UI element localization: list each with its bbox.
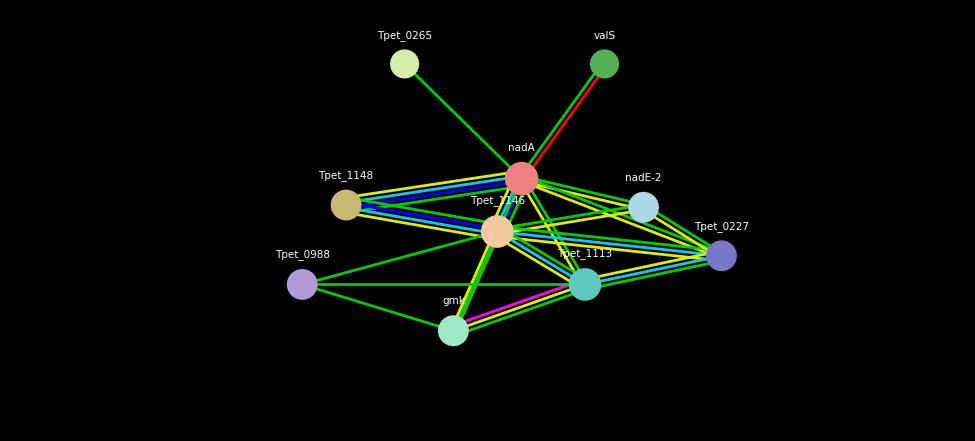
Text: nadE-2: nadE-2 — [625, 173, 662, 183]
Circle shape — [568, 268, 602, 301]
Circle shape — [331, 190, 362, 220]
Circle shape — [481, 215, 514, 248]
Text: nadA: nadA — [508, 143, 535, 153]
Text: Tpet_1146: Tpet_1146 — [470, 195, 525, 206]
Circle shape — [438, 315, 469, 346]
Text: Tpet_1148: Tpet_1148 — [319, 170, 373, 181]
Text: valS: valS — [594, 30, 615, 41]
Text: Tpet_0988: Tpet_0988 — [275, 249, 330, 260]
Text: Tpet_1113: Tpet_1113 — [558, 248, 612, 259]
Circle shape — [590, 49, 619, 78]
Circle shape — [706, 240, 737, 271]
Circle shape — [628, 192, 659, 223]
Circle shape — [287, 269, 318, 300]
Text: gmk: gmk — [442, 296, 465, 306]
Circle shape — [505, 162, 538, 195]
Circle shape — [390, 49, 419, 78]
Text: Tpet_0265: Tpet_0265 — [377, 30, 432, 41]
Text: Tpet_0227: Tpet_0227 — [694, 220, 749, 232]
